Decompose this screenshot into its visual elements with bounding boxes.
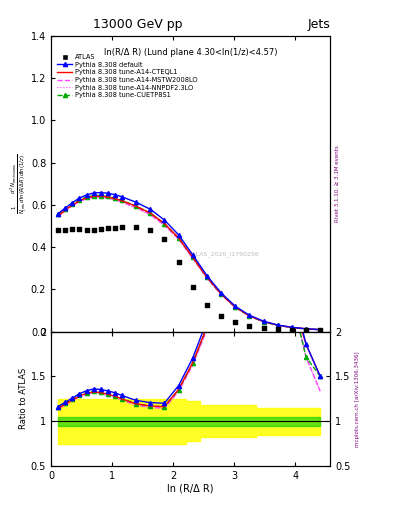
Point <box>317 326 323 334</box>
Legend: ATLAS, Pythia 8.308 default, Pythia 8.308 tune-A14-CTEQL1, Pythia 8.308 tune-A14: ATLAS, Pythia 8.308 default, Pythia 8.30… <box>57 54 197 98</box>
Point <box>204 301 210 309</box>
Y-axis label: $\frac{1}{N_{\mathrm{jets}}}\frac{d^2 N_{\mathrm{emissions}}}{d\ln(R/\Delta R)\,: $\frac{1}{N_{\mathrm{jets}}}\frac{d^2 N_… <box>9 154 29 214</box>
Point <box>189 283 196 291</box>
Point <box>76 225 83 233</box>
Point <box>246 322 253 330</box>
Point <box>83 225 90 233</box>
Point <box>303 326 309 334</box>
Point <box>161 234 167 243</box>
Point <box>289 326 295 334</box>
Point <box>147 226 153 234</box>
Text: ln(R/Δ R) (Lund plane 4.30<ln(1/z)<4.57): ln(R/Δ R) (Lund plane 4.30<ln(1/z)<4.57) <box>104 48 277 57</box>
Point <box>105 224 111 232</box>
Y-axis label: Rivet 3.1.10, ≥ 3.1M events: Rivet 3.1.10, ≥ 3.1M events <box>334 145 339 222</box>
Point <box>119 223 125 231</box>
Point <box>275 325 281 333</box>
Point <box>261 324 267 332</box>
Point <box>218 312 224 320</box>
X-axis label: ln (R/Δ R): ln (R/Δ R) <box>167 483 214 494</box>
Point <box>90 225 97 233</box>
Point <box>133 222 139 230</box>
Y-axis label: Ratio to ATLAS: Ratio to ATLAS <box>19 368 28 430</box>
Point <box>175 258 182 266</box>
Point <box>97 225 104 233</box>
Text: 13000 GeV pp: 13000 GeV pp <box>93 18 182 31</box>
Point <box>62 225 68 233</box>
Point <box>112 224 118 232</box>
Text: ATLAS_2020_I1790256: ATLAS_2020_I1790256 <box>189 252 259 258</box>
Point <box>55 226 61 234</box>
Text: Jets: Jets <box>307 18 330 31</box>
Point <box>69 225 75 233</box>
Point <box>232 317 239 326</box>
Y-axis label: mcplots.cern.ch [arXiv:1306.3436]: mcplots.cern.ch [arXiv:1306.3436] <box>354 351 360 446</box>
